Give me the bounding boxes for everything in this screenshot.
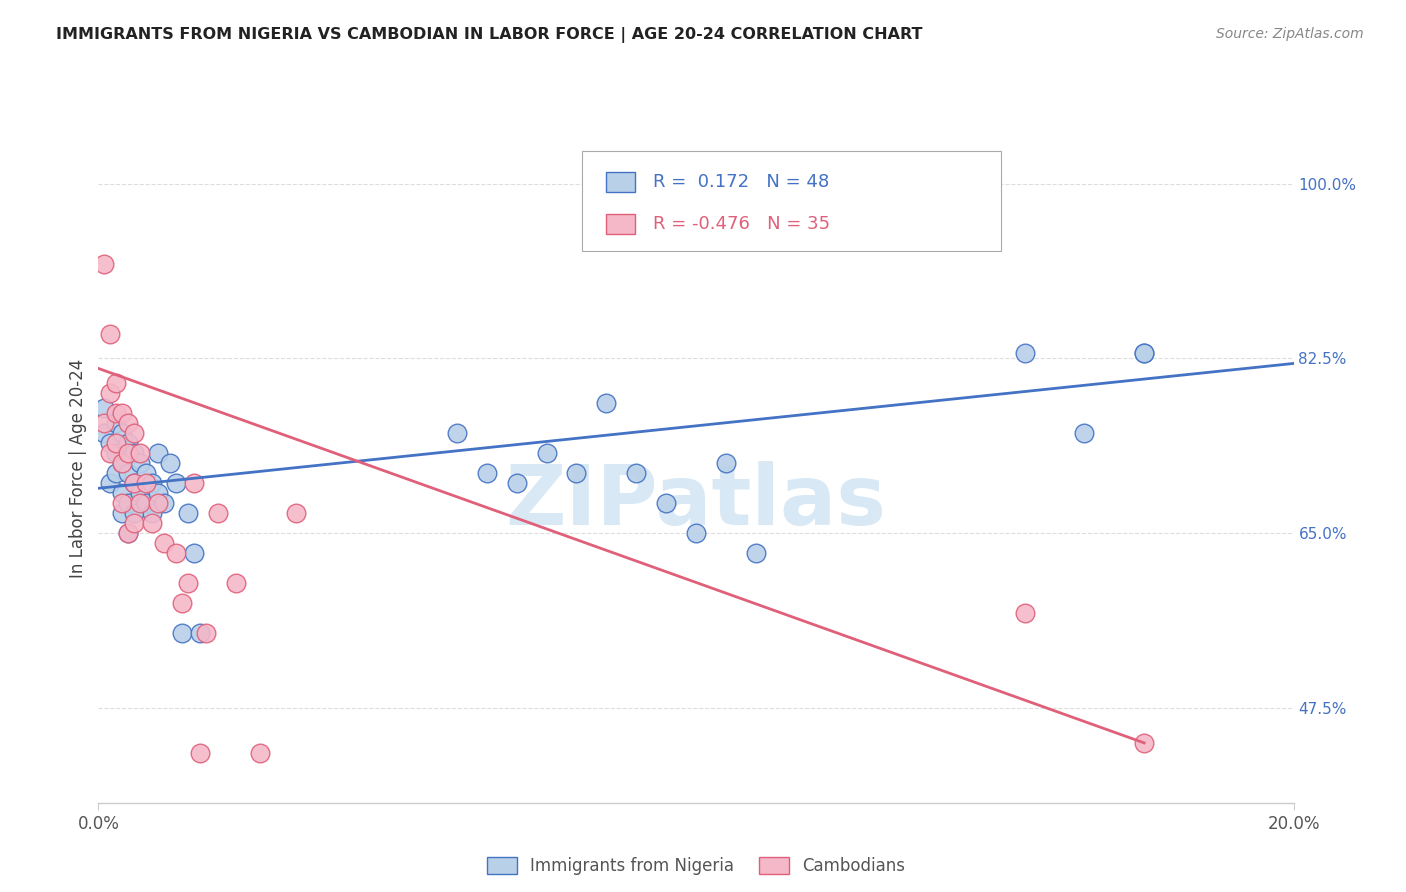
Point	[129, 496, 152, 510]
Point	[93, 257, 115, 271]
FancyBboxPatch shape	[606, 172, 636, 192]
Point	[117, 467, 139, 481]
Point	[141, 506, 163, 520]
Point	[100, 476, 122, 491]
Point	[135, 467, 157, 481]
Point	[183, 546, 205, 560]
Point	[135, 476, 157, 491]
Point	[124, 446, 146, 460]
Point	[93, 401, 115, 416]
Point	[111, 496, 134, 510]
Point	[124, 516, 146, 531]
Point	[105, 436, 128, 450]
Point	[506, 476, 529, 491]
Point	[129, 486, 152, 500]
Text: IMMIGRANTS FROM NIGERIA VS CAMBODIAN IN LABOR FORCE | AGE 20-24 CORRELATION CHAR: IMMIGRANTS FROM NIGERIA VS CAMBODIAN IN …	[56, 27, 922, 43]
Point	[93, 426, 115, 441]
Point	[148, 496, 170, 510]
Point	[165, 546, 187, 560]
Text: R =  0.172   N = 48: R = 0.172 N = 48	[652, 173, 830, 191]
Point	[100, 386, 122, 401]
Text: R = -0.476   N = 35: R = -0.476 N = 35	[652, 215, 830, 233]
Point	[745, 546, 768, 560]
Point	[129, 456, 152, 470]
FancyBboxPatch shape	[606, 214, 636, 235]
Point	[124, 476, 146, 491]
Point	[111, 406, 134, 420]
Point	[1133, 346, 1156, 360]
Point	[536, 446, 558, 460]
Point	[148, 446, 170, 460]
Point	[117, 496, 139, 510]
Point	[117, 526, 139, 541]
Point	[177, 506, 200, 520]
Point	[105, 376, 128, 391]
Point	[475, 467, 498, 481]
Point	[177, 576, 200, 591]
Point	[117, 446, 139, 460]
Point	[129, 446, 152, 460]
Point	[626, 467, 648, 481]
Point	[111, 456, 134, 470]
Point	[1014, 346, 1036, 360]
Point	[105, 446, 128, 460]
Legend: Immigrants from Nigeria, Cambodians: Immigrants from Nigeria, Cambodians	[479, 850, 912, 881]
Point	[111, 506, 134, 520]
Text: Source: ZipAtlas.com: Source: ZipAtlas.com	[1216, 27, 1364, 41]
Point	[1014, 606, 1036, 620]
Point	[105, 417, 128, 431]
Point	[153, 536, 176, 550]
Point	[100, 326, 122, 341]
Point	[207, 506, 229, 520]
Y-axis label: In Labor Force | Age 20-24: In Labor Force | Age 20-24	[69, 359, 87, 578]
Point	[117, 436, 139, 450]
Point	[141, 516, 163, 531]
Point	[135, 496, 157, 510]
Point	[1133, 346, 1156, 360]
Point	[124, 476, 146, 491]
Point	[105, 467, 128, 481]
Point	[172, 626, 194, 640]
Point	[111, 456, 134, 470]
Point	[124, 426, 146, 441]
Point	[655, 496, 678, 510]
Point	[1133, 736, 1156, 750]
Point	[117, 417, 139, 431]
Point	[595, 396, 617, 410]
Point	[111, 486, 134, 500]
Point	[565, 467, 588, 481]
Point	[188, 626, 211, 640]
Point	[153, 496, 176, 510]
Text: ZIPatlas: ZIPatlas	[506, 461, 886, 542]
Point	[100, 446, 122, 460]
Point	[183, 476, 205, 491]
FancyBboxPatch shape	[582, 151, 1001, 251]
Point	[195, 626, 218, 640]
Point	[105, 406, 128, 420]
Point	[100, 436, 122, 450]
Point	[225, 576, 247, 591]
Point	[93, 417, 115, 431]
Point	[165, 476, 187, 491]
Point	[714, 456, 737, 470]
Point	[117, 526, 139, 541]
Point	[159, 456, 181, 470]
Point	[1073, 426, 1095, 441]
Point	[141, 476, 163, 491]
Point	[284, 506, 307, 520]
Point	[249, 746, 271, 760]
Point	[685, 526, 707, 541]
Point	[188, 746, 211, 760]
Point	[446, 426, 468, 441]
Point	[124, 506, 146, 520]
Point	[148, 486, 170, 500]
Point	[111, 426, 134, 441]
Point	[172, 596, 194, 610]
